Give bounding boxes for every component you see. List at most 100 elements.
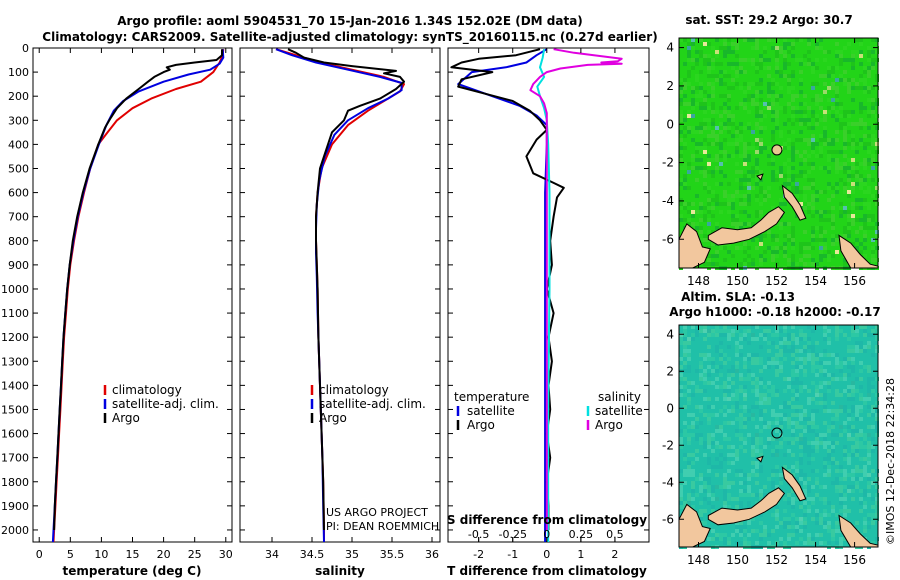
map-field-cell <box>775 58 779 62</box>
map-field-cell <box>791 441 795 445</box>
map-field-cell <box>855 389 859 393</box>
map-field-cell <box>803 122 807 126</box>
map-field-cell <box>767 361 771 365</box>
map-field-cell <box>735 401 739 405</box>
map-field-cell <box>803 138 807 142</box>
map-field-cell <box>707 421 711 425</box>
map-field-cell <box>791 42 795 46</box>
map-field-cell <box>751 82 755 86</box>
map-field-cell <box>699 150 703 154</box>
map-field-cell <box>731 445 735 449</box>
map-field-cell <box>787 258 791 262</box>
map-field-cell <box>715 78 719 82</box>
map-field-cell <box>803 94 807 98</box>
map-field-cell <box>847 437 851 441</box>
map-field-cell <box>851 449 855 453</box>
map-field-cell <box>771 158 775 162</box>
map-field-cell <box>823 190 827 194</box>
map-field-cell <box>687 110 691 114</box>
map-field-cell <box>771 106 775 110</box>
map-field-cell <box>687 341 691 345</box>
map-field-cell <box>791 230 795 234</box>
map-field-cell <box>795 393 799 397</box>
map-field-cell <box>739 210 743 214</box>
map-field-cell <box>835 158 839 162</box>
map-field-cell <box>803 413 807 417</box>
map-field-cell <box>823 397 827 401</box>
map-field-cell <box>755 449 759 453</box>
map-field-cell <box>811 329 815 333</box>
map-field-cell <box>703 214 707 218</box>
map-field-cell <box>835 409 839 413</box>
map-field-cell <box>787 50 791 54</box>
footer-pi: PI: DEAN ROEMMICH <box>326 520 439 533</box>
map-field-cell <box>743 106 747 110</box>
map-field-cell <box>807 345 811 349</box>
map-field-cell <box>759 449 763 453</box>
map-field-cell <box>811 142 815 146</box>
map-field-cell <box>831 158 835 162</box>
map-field-cell <box>823 541 827 545</box>
map-field-cell <box>679 437 683 441</box>
map-field-cell <box>843 449 847 453</box>
map-field-cell <box>847 42 851 46</box>
map-field-cell <box>787 238 791 242</box>
map-field-cell <box>783 182 787 186</box>
map-field-cell <box>831 449 835 453</box>
map-field-cell <box>759 110 763 114</box>
map-field-cell <box>695 178 699 182</box>
map-field-cell <box>783 106 787 110</box>
map-field-cell <box>775 46 779 50</box>
map-field-cell <box>763 409 767 413</box>
map-field-cell <box>703 58 707 62</box>
map-field-cell <box>755 178 759 182</box>
map-field-cell <box>759 465 763 469</box>
map-field-cell <box>751 373 755 377</box>
map-field-cell <box>827 98 831 102</box>
map-field-cell <box>803 102 807 106</box>
map-field-cell <box>827 469 831 473</box>
map-field-cell <box>739 481 743 485</box>
map-field-cell <box>815 385 819 389</box>
map-field-cell <box>759 417 763 421</box>
map-field-cell <box>807 533 811 537</box>
map-field-cell <box>803 385 807 389</box>
map-field-cell <box>703 218 707 222</box>
map-field-cell <box>731 114 735 118</box>
map-field-cell <box>835 94 839 98</box>
map-field-cell <box>831 425 835 429</box>
map-field-cell <box>683 186 687 190</box>
map-field-cell <box>799 90 803 94</box>
map-field-cell <box>735 162 739 166</box>
map-field-cell <box>691 138 695 142</box>
map-field-cell <box>691 98 695 102</box>
map-field-cell <box>807 242 811 246</box>
map-field-cell <box>875 38 879 42</box>
map-y-tick-label: 2 <box>666 79 674 93</box>
map-field-cell <box>867 385 871 389</box>
map-field-cell <box>715 222 719 226</box>
map-field-cell <box>851 186 855 190</box>
map-field-cell <box>691 381 695 385</box>
map-y-tick-label: -4 <box>662 475 674 489</box>
map-field-cell <box>875 409 879 413</box>
map-field-cell <box>843 477 847 481</box>
map-field-cell <box>791 122 795 126</box>
map-field-cell <box>767 349 771 353</box>
map-field-cell <box>831 186 835 190</box>
x-tick-label: 2 <box>611 548 618 561</box>
map-field-cell <box>807 397 811 401</box>
map-field-cell <box>735 62 739 66</box>
map-field-cell <box>739 425 743 429</box>
map-field-cell <box>727 329 731 333</box>
map-field-cell <box>711 361 715 365</box>
map-field-cell <box>811 182 815 186</box>
map-field-cell <box>827 66 831 70</box>
map-field-cell <box>775 98 779 102</box>
map-field-cell <box>835 389 839 393</box>
map-field-cell <box>687 413 691 417</box>
map-field-cell <box>791 246 795 250</box>
map-field-cell <box>699 210 703 214</box>
map-field-cell <box>759 78 763 82</box>
map-field-cell <box>795 409 799 413</box>
